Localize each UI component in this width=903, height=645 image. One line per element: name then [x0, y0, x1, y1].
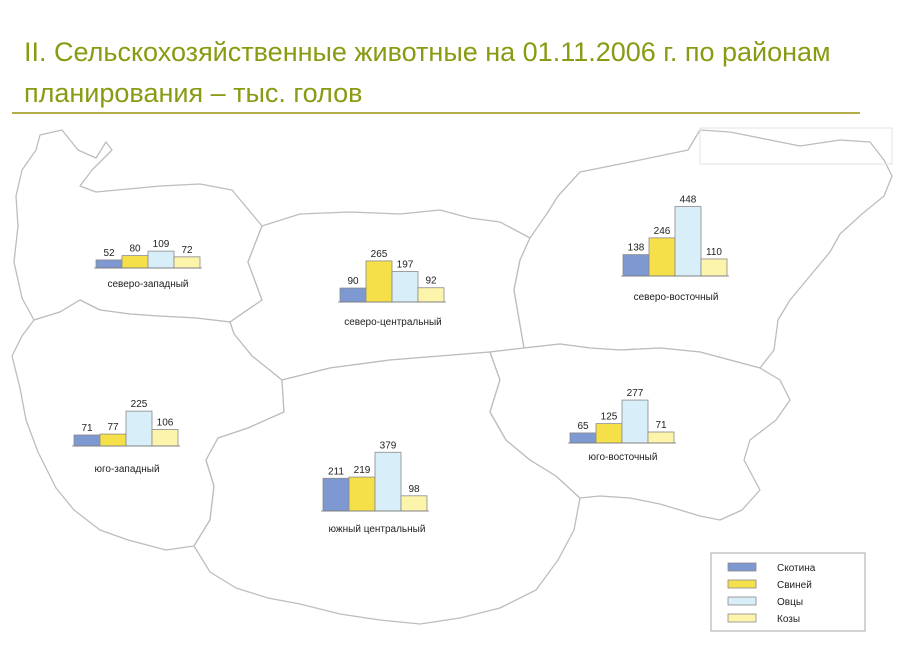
bar	[647, 431, 675, 444]
bar	[621, 399, 649, 444]
bar	[648, 237, 676, 277]
bar	[674, 206, 702, 277]
bar	[622, 254, 650, 277]
data-label: 71	[655, 420, 667, 431]
bar	[339, 287, 367, 303]
legend-swatch	[727, 579, 757, 589]
data-label: 379	[380, 440, 397, 451]
region-chart: 90 265 197 92 северо-центральный	[338, 249, 446, 328]
page-title: II. Сельскохозяйственные животные на 01.…	[24, 37, 831, 108]
region-label: южный центральный	[329, 524, 426, 535]
bar	[400, 495, 428, 512]
data-label: 197	[397, 259, 414, 270]
data-label: 90	[347, 276, 359, 287]
region-label: северо-восточный	[634, 292, 719, 303]
data-label: 225	[131, 399, 148, 410]
bar	[121, 255, 149, 269]
region-chart: 211 219 379 98 южный центральный	[321, 440, 429, 535]
data-label: 92	[425, 276, 437, 287]
region-label: юго-восточный	[589, 452, 658, 463]
region-north-west	[13, 129, 263, 323]
region-charts: 52 80 109 72 северо-западный 90 265 197 92 северо…	[72, 195, 729, 535]
region-label: юго-западный	[94, 464, 159, 475]
title-underline	[12, 112, 860, 114]
legend-swatch	[727, 562, 757, 572]
bar	[125, 410, 153, 447]
bar	[595, 423, 623, 444]
bar	[365, 260, 393, 303]
legend-swatch	[727, 613, 757, 623]
region-chart: 65 125 277 71 юго-восточный	[568, 388, 676, 463]
inset-frame	[699, 127, 893, 165]
bar	[391, 271, 419, 303]
data-label: 80	[129, 244, 141, 255]
region-north-east	[513, 129, 893, 369]
data-label: 106	[157, 418, 174, 429]
bar	[700, 258, 728, 277]
data-label: 52	[103, 248, 115, 259]
data-label: 77	[107, 422, 119, 433]
data-label: 448	[680, 195, 697, 206]
legend-label: Скотина	[777, 563, 816, 574]
data-label: 98	[408, 484, 420, 495]
bar	[374, 451, 402, 512]
legend-label: Свиней	[777, 580, 812, 591]
bar	[99, 433, 127, 447]
region-chart: 52 80 109 72 северо-западный	[94, 239, 202, 290]
bar	[95, 259, 123, 269]
data-label: 65	[577, 421, 589, 432]
map-regions	[11, 127, 893, 625]
data-label: 109	[153, 239, 170, 250]
data-label: 110	[706, 247, 722, 258]
legend: Скотина Свиней Овцы Козы	[710, 552, 866, 632]
bar	[147, 250, 175, 269]
data-label: 138	[628, 243, 645, 254]
bar	[569, 432, 597, 444]
bar	[73, 434, 101, 447]
data-label: 265	[371, 249, 388, 260]
data-label: 71	[81, 423, 93, 434]
bar	[417, 287, 445, 303]
data-label: 211	[328, 466, 344, 477]
bar	[322, 477, 350, 512]
legend-label: Козы	[777, 614, 800, 625]
region-chart: 138 246 448 110 северо-восточный	[621, 195, 729, 303]
region-chart: 71 77 225 106 юго-западный	[72, 399, 180, 475]
data-label: 277	[627, 388, 644, 399]
data-label: 219	[354, 465, 371, 476]
bar	[151, 429, 179, 447]
legend-label: Овцы	[777, 597, 803, 608]
region-label: северо-западный	[107, 279, 188, 290]
legend-swatch	[727, 596, 757, 606]
data-label: 246	[654, 226, 671, 237]
data-label: 125	[601, 412, 618, 423]
data-label: 72	[181, 245, 193, 256]
bar	[348, 476, 376, 512]
bar	[173, 256, 201, 269]
region-label: северо-центральный	[344, 317, 442, 328]
